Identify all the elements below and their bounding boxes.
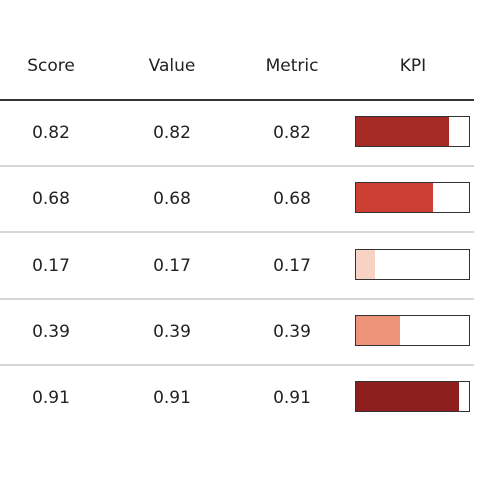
kpi-bar-fill xyxy=(356,117,449,146)
row-divider xyxy=(0,364,474,366)
value-cell: 0.82 xyxy=(153,123,191,143)
kpi-bar-fill xyxy=(356,183,433,212)
table-row: 0.82 0.82 0.82 xyxy=(0,101,474,167)
metric-cell: 0.82 xyxy=(273,123,311,143)
kpi-bar-fill xyxy=(356,316,401,345)
kpi-bar-track xyxy=(355,381,470,412)
score-cell: 0.68 xyxy=(32,189,70,209)
score-cell: 0.17 xyxy=(32,256,70,276)
metric-cell: 0.39 xyxy=(273,322,311,342)
row-divider xyxy=(0,298,474,300)
header-kpi: KPI xyxy=(399,56,427,76)
score-cell: 0.91 xyxy=(32,388,70,408)
row-divider xyxy=(0,165,474,167)
metric-cell: 0.91 xyxy=(273,388,311,408)
header-score: Score xyxy=(27,56,75,76)
table-row: 0.91 0.91 0.91 xyxy=(0,366,474,432)
kpi-bar-fill xyxy=(356,382,459,411)
value-cell: 0.91 xyxy=(153,388,191,408)
table-row: 0.39 0.39 0.39 xyxy=(0,300,474,366)
header-value: Value xyxy=(148,56,196,76)
score-cell: 0.39 xyxy=(32,322,70,342)
value-cell: 0.17 xyxy=(153,256,191,276)
value-cell: 0.68 xyxy=(153,189,191,209)
table-row: 0.17 0.17 0.17 xyxy=(0,234,474,300)
kpi-bar-track xyxy=(355,315,470,346)
header-metric: Metric xyxy=(265,56,319,76)
metric-cell: 0.17 xyxy=(273,256,311,276)
table-header: Score Value Metric KPI xyxy=(0,48,474,84)
row-divider xyxy=(0,231,474,233)
kpi-bar-track xyxy=(355,182,470,213)
header-divider xyxy=(0,99,474,101)
metric-cell: 0.68 xyxy=(273,189,311,209)
kpi-bar-track xyxy=(355,116,470,147)
kpi-bar-track xyxy=(355,249,470,280)
kpi-bar-fill xyxy=(356,250,376,279)
table-row: 0.68 0.68 0.68 xyxy=(0,167,474,233)
score-cell: 0.82 xyxy=(32,123,70,143)
value-cell: 0.39 xyxy=(153,322,191,342)
